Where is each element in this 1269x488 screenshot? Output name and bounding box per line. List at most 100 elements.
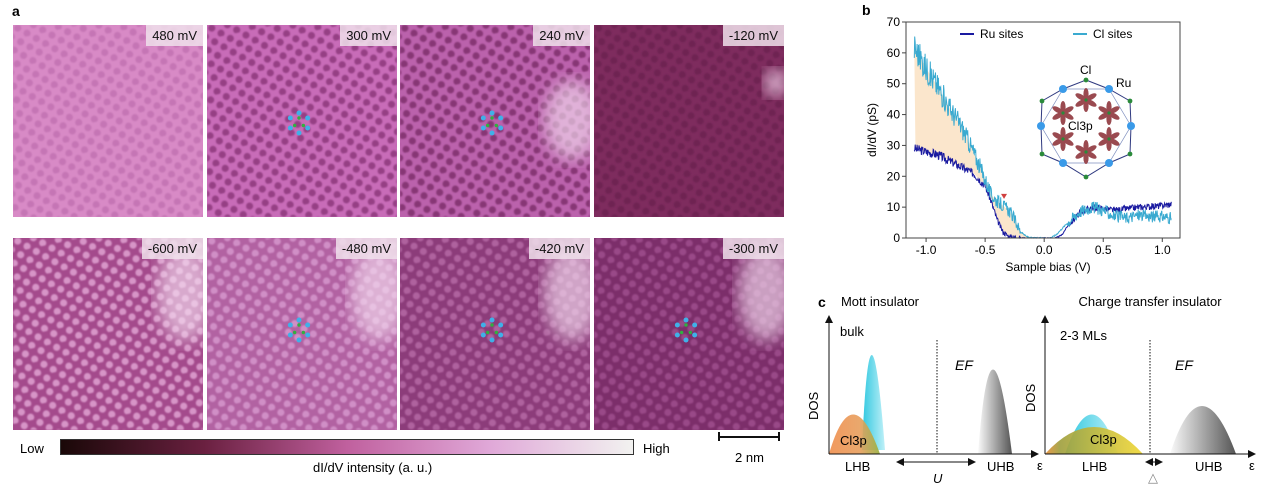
ct-uhb-peak — [1170, 406, 1236, 454]
cl3p-orbital — [1098, 127, 1120, 151]
cl3p-band — [829, 414, 880, 454]
ct-title: Charge transfer insulator — [1078, 294, 1222, 309]
lattice-overlay — [287, 110, 311, 136]
bias-label: -120 mV — [722, 25, 784, 46]
panel-label-c: c — [818, 294, 826, 310]
colorbar-title: dI/dV intensity (a. u.) — [313, 460, 433, 475]
stm-image: -600 mV — [13, 238, 213, 430]
plot-frame — [905, 21, 1181, 239]
scale-bar-tick — [778, 432, 780, 441]
cl3p-orbital — [1052, 127, 1074, 151]
ru-atom — [1105, 159, 1113, 167]
fill-between — [914, 46, 1033, 238]
didv-chart: -1.0 -0.5 0.0 0.5 1.0 0 10 20 30 40 50 60 70 Sample b… — [865, 15, 1181, 274]
bias-label: 480 mV — [146, 25, 203, 46]
ct-lhb-label: LHB — [1082, 459, 1107, 474]
cl3p-orbital — [1052, 101, 1074, 125]
x-tick-label: 0.0 — [1036, 243, 1053, 257]
lattice-overlay — [674, 317, 698, 343]
ct-axis-label: ε — [1249, 458, 1255, 473]
cl-atom — [1083, 77, 1089, 83]
y-tick-label: 0 — [893, 231, 900, 245]
bias-label: -300 mV — [722, 238, 784, 259]
mott-uhb-label: UHB — [987, 459, 1014, 474]
x-tick-label: -0.5 — [975, 243, 996, 257]
inset-cl-label: Cl — [1080, 63, 1091, 77]
bright-patch — [738, 245, 794, 341]
series-line-ru — [913, 144, 1172, 240]
mott-axis-label: ε — [1037, 458, 1043, 473]
scale-bar — [718, 436, 780, 438]
ru-atom — [1059, 159, 1067, 167]
lattice-overlay — [480, 317, 504, 343]
panel-label-b: b — [862, 2, 871, 18]
bright-patch — [544, 80, 600, 160]
stm-image: 240 mV — [400, 25, 600, 217]
bright-patch — [351, 245, 407, 341]
ru-atom — [1105, 85, 1113, 93]
bias-label: -480 mV — [335, 238, 397, 259]
lattice-overlay — [480, 110, 504, 136]
cl-atom — [1039, 98, 1045, 104]
ct-dos-label: DOS — [1023, 384, 1038, 413]
stm-image: -480 mV — [207, 238, 407, 430]
bright-patch — [157, 245, 213, 341]
x-tick-label: -1.0 — [916, 243, 937, 257]
bright-patch — [764, 69, 788, 97]
cl3p-orbital — [1098, 101, 1120, 125]
arrow-marker — [1001, 193, 1008, 199]
y-tick-label: 50 — [887, 77, 901, 91]
cl-atom — [1127, 98, 1133, 104]
y-tick-label: 60 — [887, 46, 901, 60]
ru-atom — [1037, 122, 1045, 130]
ru-atom — [1059, 85, 1067, 93]
y-tick-label: 20 — [887, 169, 901, 183]
legend-label: Ru sites — [980, 27, 1023, 41]
mott-sample-label: bulk — [840, 324, 864, 339]
y-tick-label: 70 — [887, 15, 901, 29]
ct-ef-label: EF — [1175, 357, 1194, 373]
colorbar-high-label: High — [643, 441, 670, 456]
bias-label: -600 mV — [141, 238, 203, 259]
bias-label: 240 mV — [533, 25, 590, 46]
x-tick-label: 1.0 — [1154, 243, 1171, 257]
cl-atom — [1083, 174, 1089, 180]
stm-image: 480 mV — [13, 25, 203, 217]
stm-image: -120 mV — [594, 25, 788, 217]
uhb-peak — [978, 369, 1012, 454]
ct-sample-label: 2-3 MLs — [1060, 328, 1107, 343]
scale-bar-label: 2 nm — [735, 450, 764, 465]
legend-label: Cl sites — [1093, 27, 1132, 41]
cl3p-orbital — [1075, 140, 1097, 164]
inset-ru-label: Ru — [1116, 76, 1131, 90]
bright-patch — [544, 245, 600, 341]
bias-label: 300 mV — [340, 25, 397, 46]
lattice-inset: Cl Ru Cl3p — [1037, 63, 1135, 180]
cl-atom — [1039, 151, 1045, 157]
scale-bar-tick — [718, 432, 720, 441]
mott-diagram: Mott insulator bulk EF DOS Cl3p LHB UHB … — [806, 294, 1043, 486]
stm-image: -300 mV — [594, 238, 794, 430]
ct-diagram: Charge transfer insulator 2-3 MLs EF DOS… — [1023, 294, 1256, 485]
ct-uhb-label: UHB — [1195, 459, 1222, 474]
colorbar-low-label: Low — [20, 441, 44, 456]
mott-lhb-label: LHB — [845, 459, 870, 474]
mott-title: Mott insulator — [841, 294, 920, 309]
stm-image: 300 mV — [207, 25, 397, 217]
u-label: U — [933, 471, 943, 486]
lhb-peak — [862, 355, 885, 450]
y-tick-label: 40 — [887, 108, 901, 122]
x-tick-label: 0.5 — [1095, 243, 1112, 257]
delta-label: △ — [1148, 470, 1158, 485]
mott-orbital-label: Cl3p — [840, 433, 867, 448]
colorbar — [60, 439, 634, 455]
cl3p-orbital — [1075, 88, 1097, 112]
ct-cl3p-band — [1045, 427, 1143, 454]
stm-image: -420 mV — [400, 238, 600, 430]
inset-orbital-label: Cl3p — [1068, 119, 1093, 133]
cl-atom — [1127, 151, 1133, 157]
y-tick-label: 30 — [887, 138, 901, 152]
band-diagram: Mott insulator bulk EF DOS Cl3p LHB UHB … — [806, 294, 1256, 486]
panel-label-a: a — [12, 3, 20, 19]
